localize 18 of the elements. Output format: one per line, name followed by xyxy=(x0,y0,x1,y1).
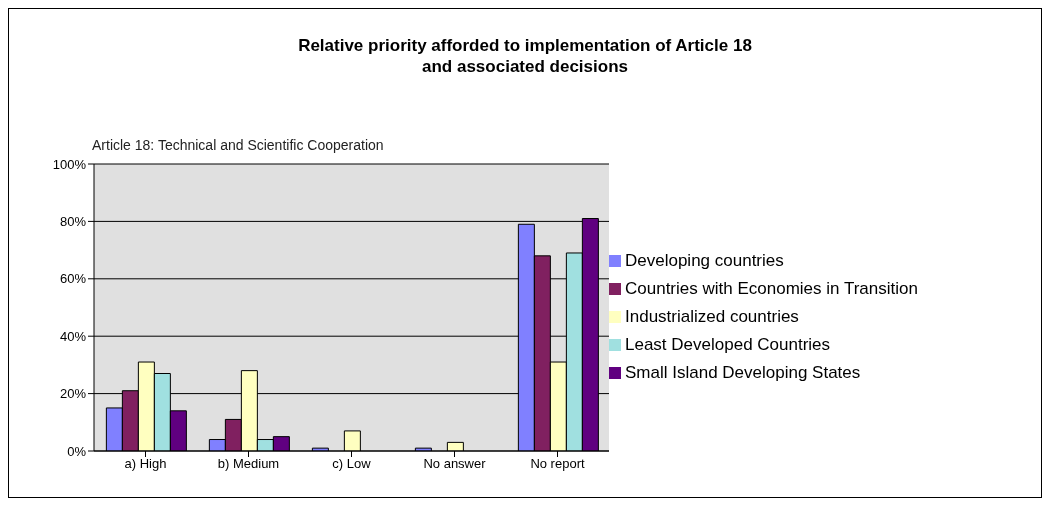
legend-label: Least Developed Countries xyxy=(625,334,831,354)
y-tick-label: 60% xyxy=(59,271,87,287)
y-tick-label: 100% xyxy=(52,156,87,172)
legend-label: Developing countries xyxy=(625,250,784,270)
x-tick-label: b) Medium xyxy=(217,456,280,472)
x-tick-label: c) Low xyxy=(332,456,372,472)
legend-label: Industrialized countries xyxy=(625,306,799,326)
y-tick-label: 0% xyxy=(67,443,87,459)
x-tick-label: No answer xyxy=(423,456,487,472)
x-tick-label: No report xyxy=(530,456,585,472)
legend-label: Countries with Economies in Transition xyxy=(625,278,918,298)
y-tick-label: 80% xyxy=(59,214,87,230)
y-tick-label: 20% xyxy=(59,386,87,402)
legend-label: Small Island Developing States xyxy=(625,362,861,382)
chart-subtitle: Article 18: Technical and Scientific Cooperation xyxy=(92,137,384,153)
x-tick-label: a) High xyxy=(124,456,167,472)
y-tick-label: 40% xyxy=(59,328,87,344)
chart-title: Relative priority afforded to implementation of Article 18 and associated decisions xyxy=(297,35,753,77)
